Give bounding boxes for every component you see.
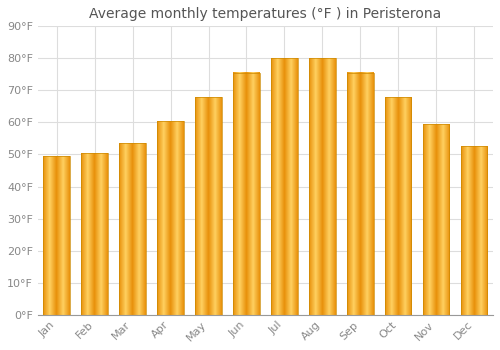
Bar: [195, 97, 222, 315]
Title: Average monthly temperatures (°F ) in Peristerona: Average monthly temperatures (°F ) in Pe…: [90, 7, 442, 21]
Bar: [120, 143, 146, 315]
Bar: [271, 58, 297, 315]
Bar: [233, 73, 260, 315]
Bar: [44, 156, 70, 315]
Bar: [385, 97, 411, 315]
Bar: [461, 147, 487, 315]
Bar: [347, 73, 374, 315]
Bar: [309, 58, 336, 315]
Bar: [423, 124, 450, 315]
Bar: [82, 153, 108, 315]
Bar: [158, 121, 184, 315]
